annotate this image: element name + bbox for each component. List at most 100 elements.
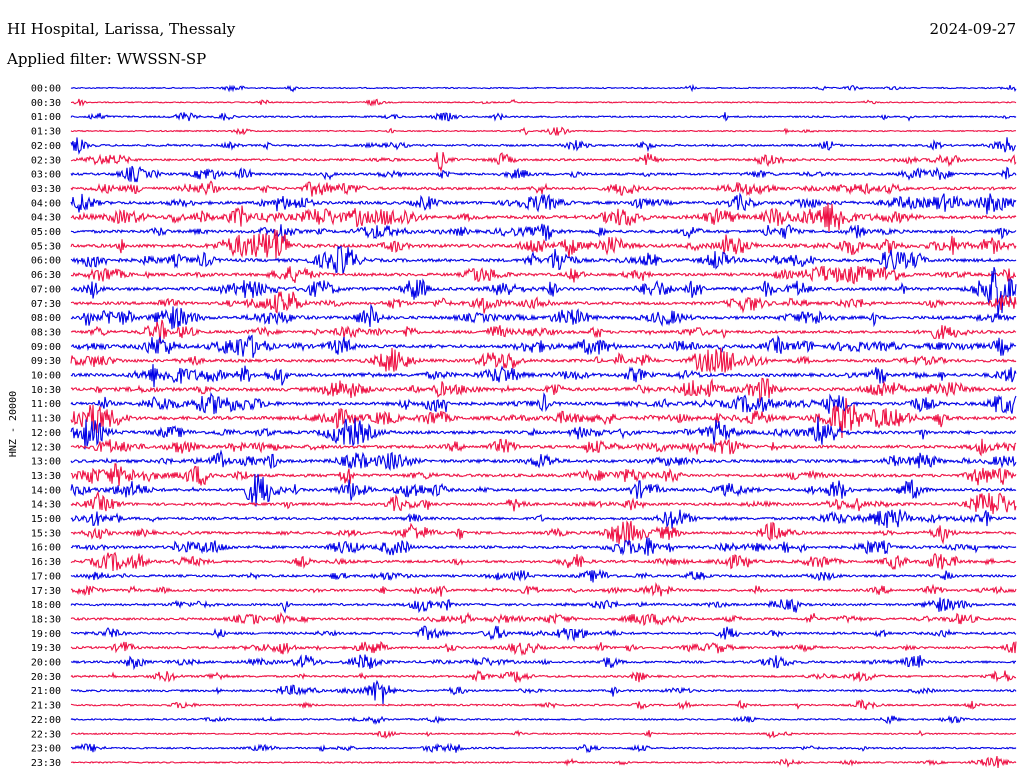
row-tick-label: 08:30: [31, 327, 61, 338]
trace-line: [70, 581, 1017, 597]
trace-line: [70, 202, 1017, 233]
row-tick-label: 00:00: [31, 84, 61, 95]
trace-line: [70, 180, 1017, 197]
trace-line: [70, 112, 1017, 122]
row-tick-label: 13:30: [31, 471, 61, 482]
trace-line: [70, 126, 1017, 136]
trace-line: [70, 679, 1017, 705]
row-tick-label: 16:30: [31, 557, 61, 568]
trace-line: [70, 438, 1017, 457]
trace-line: [70, 192, 1017, 215]
trace-line: [70, 416, 1017, 450]
row-tick-label: 04:30: [31, 213, 61, 224]
date-label: 2024-09-27: [929, 20, 1016, 38]
row-tick-label: 13:00: [31, 457, 61, 468]
row-tick-label: 10:00: [31, 371, 61, 382]
trace-line: [70, 715, 1017, 725]
row-tick-label: 22:30: [31, 729, 61, 740]
row-tick-label: 12:00: [31, 428, 61, 439]
station-title: HI Hospital, Larissa, Thessaly: [7, 20, 236, 38]
trace-line: [70, 449, 1017, 471]
row-tick-label: 05:30: [31, 241, 61, 252]
row-tick-label: 16:00: [31, 543, 61, 554]
trace-line: [70, 137, 1017, 155]
row-tick-label: 07:30: [31, 299, 61, 310]
row-tick-label: 20:30: [31, 672, 61, 683]
trace-line: [70, 391, 1017, 415]
trace-line: [70, 520, 1017, 546]
row-tick-label: 14:30: [31, 500, 61, 511]
row-tick-label: 02:00: [31, 141, 61, 152]
row-tick-label: 23:00: [31, 744, 61, 755]
trace-line: [70, 625, 1017, 643]
row-tick-label: 11:00: [31, 399, 61, 410]
trace-line: [70, 265, 1017, 285]
row-tick-label: 22:00: [31, 715, 61, 726]
row-tick-label: 17:30: [31, 586, 61, 597]
row-tick-label: 18:00: [31, 600, 61, 611]
row-tick-label: 08:00: [31, 313, 61, 324]
trace-line: [70, 654, 1017, 671]
row-tick-label: 03:30: [31, 184, 61, 195]
trace-line: [70, 551, 1017, 571]
trace-line: [70, 267, 1017, 318]
row-tick-label: 00:30: [31, 98, 61, 109]
row-tick-label: 05:00: [31, 227, 61, 238]
row-tick-label: 18:30: [31, 614, 61, 625]
trace-line: [70, 377, 1017, 403]
row-tick-label: 01:00: [31, 112, 61, 123]
row-tick-label: 19:30: [31, 643, 61, 654]
row-tick-label: 17:00: [31, 571, 61, 582]
row-tick-label: 09:30: [31, 356, 61, 367]
row-tick-label: 12:30: [31, 442, 61, 453]
row-tick-label: 09:00: [31, 342, 61, 353]
trace-line: [70, 640, 1017, 657]
row-tick-label: 11:30: [31, 414, 61, 425]
trace-line: [70, 347, 1017, 374]
trace-group: [70, 83, 1017, 768]
row-tick-label: 07:00: [31, 284, 61, 295]
y-axis-label: HNZ - 20000: [8, 391, 19, 457]
trace-line: [70, 98, 1017, 107]
row-tick-label: 20:00: [31, 658, 61, 669]
trace-line: [70, 319, 1017, 344]
row-tick-label: 02:30: [31, 155, 61, 166]
trace-line: [70, 398, 1017, 439]
trace-line: [70, 334, 1017, 358]
row-tick-label: 15:30: [31, 528, 61, 539]
row-tick-label: 23:30: [31, 758, 61, 769]
filter-label: Applied filter: WWSSN-SP: [7, 50, 207, 68]
row-tick-label: 04:00: [31, 198, 61, 209]
row-tick-label: 19:00: [31, 629, 61, 640]
trace-line: [70, 537, 1017, 556]
trace-line: [70, 597, 1017, 614]
trace-line: [70, 364, 1017, 388]
trace-line: [70, 223, 1017, 242]
row-tick-label: 21:00: [31, 686, 61, 697]
trace-line: [70, 611, 1017, 627]
trace-line: [70, 698, 1017, 711]
trace-line: [70, 490, 1017, 515]
row-tick-label: 03:00: [31, 170, 61, 181]
trace-line: [70, 291, 1017, 314]
tick-group: 00:00 00:30 01:00 01:30 02:00 02:30 03:00 03:30…: [31, 84, 61, 769]
row-tick-label: 15:00: [31, 514, 61, 525]
row-tick-label: 06:00: [31, 256, 61, 267]
trace-line: [70, 568, 1017, 583]
row-tick-label: 06:30: [31, 270, 61, 281]
row-tick-label: 14:00: [31, 485, 61, 496]
trace-line: [70, 473, 1017, 507]
trace-line: [70, 83, 1017, 93]
trace-line: [70, 463, 1017, 486]
row-tick-label: 01:30: [31, 127, 61, 138]
trace-line: [70, 669, 1017, 683]
trace-line: [70, 229, 1017, 259]
trace-line: [70, 755, 1017, 768]
trace-line: [70, 165, 1017, 183]
trace-line: [70, 303, 1017, 330]
trace-line: [70, 152, 1017, 173]
trace-line: [70, 245, 1017, 275]
trace-line: [70, 742, 1017, 754]
trace-line: [70, 729, 1017, 740]
